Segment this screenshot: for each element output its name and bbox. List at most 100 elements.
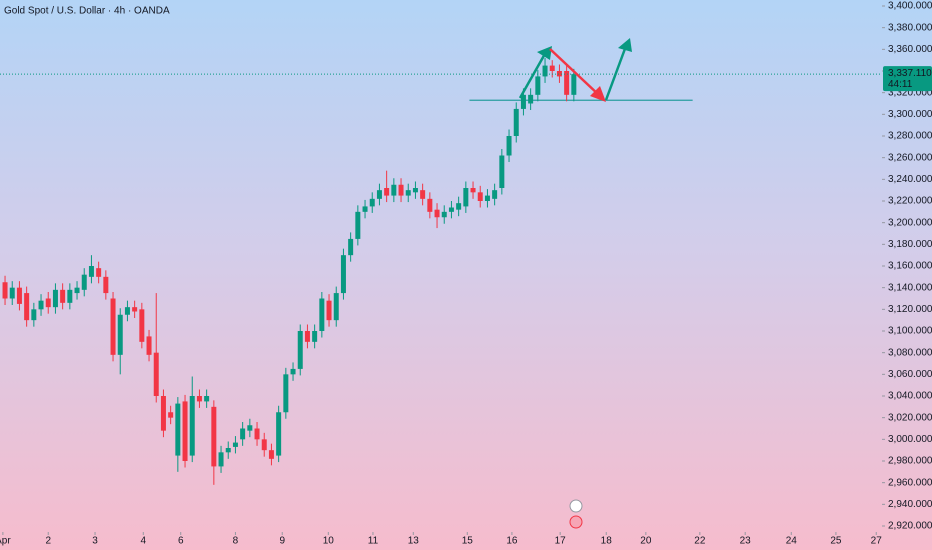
x-tick-label: 2: [45, 536, 51, 547]
candle-body: [160, 396, 166, 431]
candle-body: [549, 65, 555, 71]
candle-body: [441, 211, 447, 218]
candle-body: [398, 184, 404, 196]
x-tick-label: 27: [871, 536, 883, 547]
y-tick-label: 3,240.000: [888, 174, 932, 185]
candle-body: [376, 190, 382, 199]
arrow-head: [618, 38, 632, 52]
candle-body: [312, 331, 318, 342]
candle-body: [405, 190, 411, 196]
candle-body: [340, 255, 346, 294]
candle-body: [542, 65, 548, 77]
candle-body: [16, 287, 22, 304]
x-tick-label: 11: [368, 536, 379, 547]
last-price-box: [883, 66, 932, 92]
candle-body: [448, 207, 454, 212]
candle-body: [211, 406, 217, 467]
candle-body: [412, 188, 418, 193]
drawings: [518, 38, 632, 529]
candle-body: [52, 289, 58, 308]
x-tick-label: 13: [408, 536, 420, 547]
candle-body: [182, 401, 188, 461]
candle-body: [232, 442, 238, 447]
y-tick-label: 3,000.000: [888, 434, 932, 445]
candle-body: [204, 396, 210, 402]
x-tick-label: 9: [279, 536, 285, 547]
x-tick-label: 6: [178, 536, 184, 547]
y-tick-label: 3,320.000: [888, 87, 932, 98]
arrow: [549, 48, 601, 97]
candle-body: [261, 439, 267, 451]
y-tick-label: 3,220.000: [888, 196, 932, 207]
x-tick-label: 22: [694, 536, 706, 547]
candle-body: [499, 155, 505, 188]
candle-body: [268, 450, 274, 459]
y-tick-label: 3,360.000: [888, 44, 932, 55]
y-tick-label: 3,140.000: [888, 282, 932, 293]
candle-body: [420, 190, 426, 199]
y-tick-label: 3,040.000: [888, 391, 932, 402]
candle-body: [304, 331, 310, 342]
event-icon[interactable]: [569, 499, 583, 513]
candle-body: [355, 211, 361, 239]
candle-body: [319, 298, 325, 331]
candle-body: [103, 276, 109, 294]
x-tick-label: 17: [555, 536, 567, 547]
arrow-head: [537, 46, 552, 60]
candle-body: [528, 94, 534, 104]
y-tick-label: 2,980.000: [888, 456, 932, 467]
candle-body: [427, 198, 433, 212]
candle-body: [189, 396, 195, 456]
candle-body: [74, 287, 80, 294]
candle-body: [283, 374, 289, 413]
x-tick-label: 3: [92, 536, 98, 547]
candle-body: [175, 403, 181, 456]
candle-body: [132, 307, 138, 312]
candle-body: [124, 307, 130, 315]
candle-body: [564, 71, 570, 95]
candle-body: [60, 289, 66, 303]
candle-body: [384, 188, 390, 196]
candle-body: [225, 448, 231, 453]
event-icon[interactable]: [569, 515, 583, 529]
candle-body: [254, 428, 260, 440]
candle-body: [477, 192, 483, 201]
last-price-label: 3,337.110: [888, 68, 932, 79]
x-tick-label: 18: [601, 536, 613, 547]
y-tick-label: 3,100.000: [888, 326, 932, 337]
candle-body: [31, 309, 37, 321]
candle-body: [492, 190, 498, 199]
candle-body: [456, 203, 462, 210]
candle-body: [146, 336, 152, 355]
y-tick-label: 3,060.000: [888, 369, 932, 380]
y-tick-label: 3,400.000: [888, 1, 932, 12]
candle-body: [556, 71, 562, 77]
x-tick-label: 16: [506, 536, 518, 547]
y-tick-label: 3,280.000: [888, 131, 932, 142]
y-tick-label: 3,020.000: [888, 412, 932, 423]
y-tick-label: 3,300.000: [888, 109, 932, 120]
x-tick-label: 8: [233, 536, 239, 547]
candle-body: [88, 266, 94, 277]
candle-body: [2, 282, 8, 299]
y-tick-label: 3,260.000: [888, 152, 932, 163]
y-tick-label: 3,160.000: [888, 261, 932, 272]
candle-body: [168, 412, 174, 418]
candle-body: [110, 298, 116, 355]
candle-body: [153, 352, 159, 396]
x-tick-label: 23: [740, 536, 752, 547]
candle-body: [326, 300, 332, 321]
candle-body: [9, 287, 15, 299]
candle-body: [67, 289, 73, 303]
candle-body: [369, 198, 375, 207]
y-tick-label: 3,380.000: [888, 22, 932, 33]
candle-body: [240, 428, 246, 440]
x-tick-label: 4: [140, 536, 146, 547]
candle-body: [247, 425, 253, 431]
candle-body: [571, 74, 577, 95]
candle-body: [513, 108, 519, 136]
candle-body: [391, 184, 397, 196]
